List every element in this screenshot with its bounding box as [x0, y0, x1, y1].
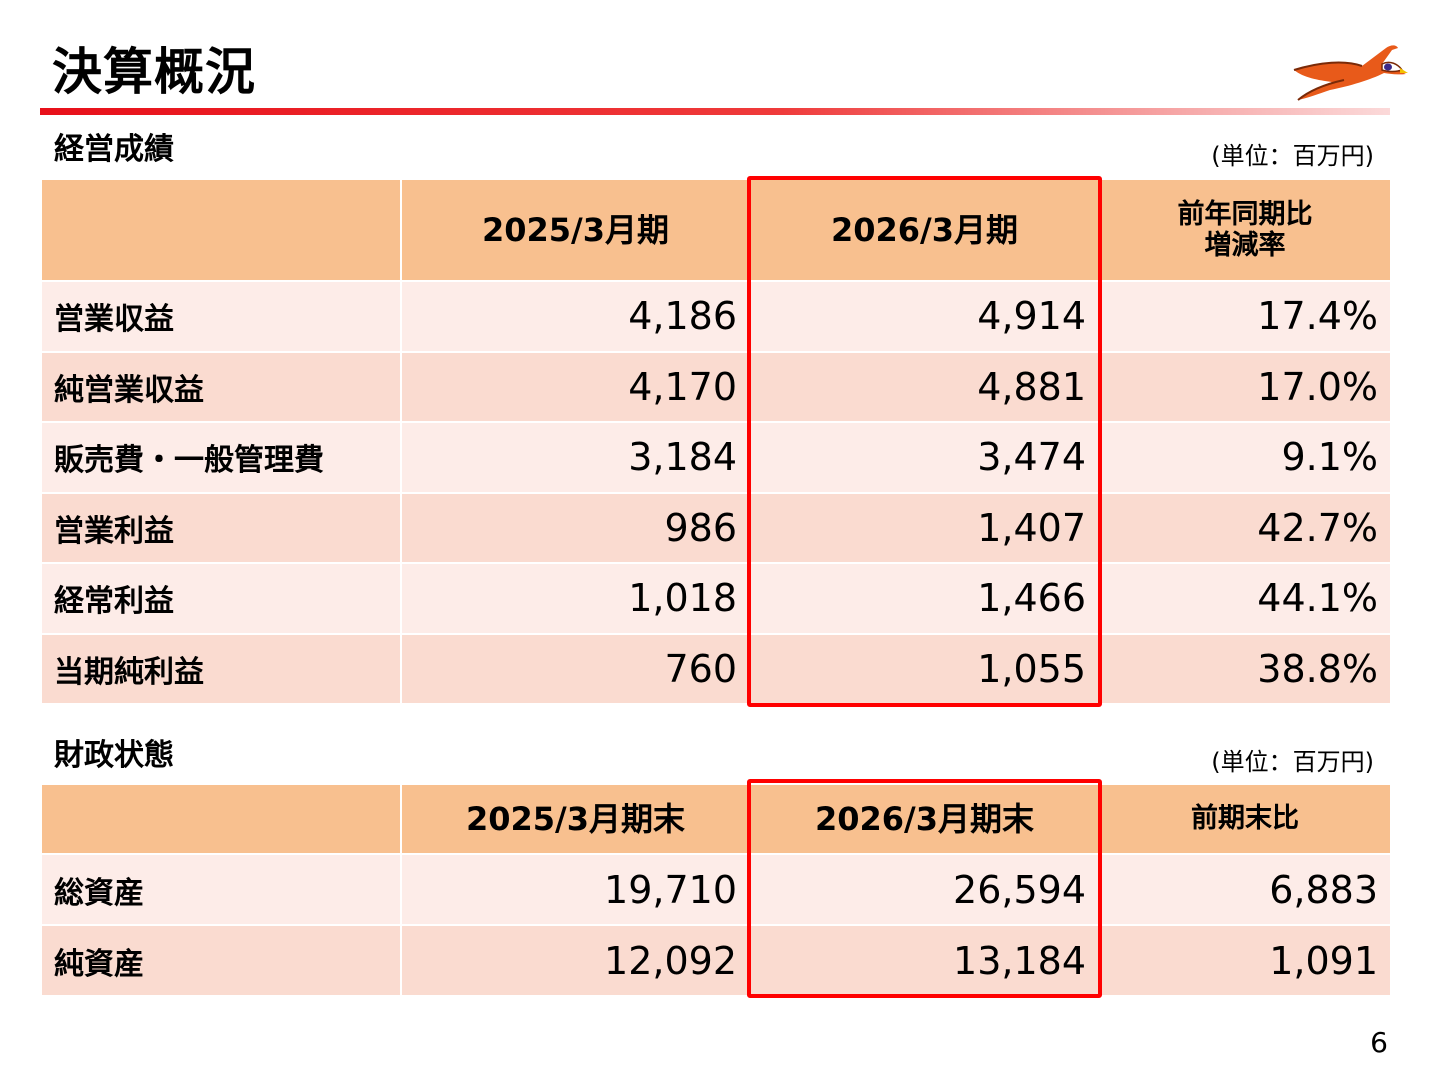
value-2025: 4,186 — [400, 280, 751, 353]
value-change: 1,091 — [1098, 924, 1392, 997]
header-2025: 2025/3月期 — [400, 178, 751, 282]
row-label: 販売費・一般管理費 — [40, 421, 402, 494]
value-change: 9.1% — [1098, 421, 1392, 494]
table-row: 当期純利益 760 1,055 38.8% — [40, 632, 1392, 705]
value-2026: 3,474 — [749, 421, 1100, 494]
row-label: 総資産 — [40, 853, 402, 926]
table-row: 営業収益 4,186 4,914 17.4% — [40, 280, 1392, 353]
performance-unit: (単位：百万円) — [1211, 142, 1374, 170]
value-2025: 1,018 — [400, 562, 751, 635]
performance-table: 2025/3月期 2026/3月期 前年同期比 増減率 営業収益 4,186 4… — [40, 178, 1392, 705]
value-change: 17.0% — [1098, 350, 1392, 423]
value-2026: 4,881 — [749, 350, 1100, 423]
table-row: 営業利益 986 1,407 42.7% — [40, 491, 1392, 564]
value-change: 38.8% — [1098, 632, 1392, 705]
value-2025: 3,184 — [400, 421, 751, 494]
table-header-row: 2025/3月期末 2026/3月期末 前期末比 — [40, 783, 1392, 855]
value-2025: 4,170 — [400, 350, 751, 423]
value-change: 17.4% — [1098, 280, 1392, 353]
header-2026: 2026/3月期 — [749, 178, 1100, 282]
value-2026: 4,914 — [749, 280, 1100, 353]
row-label: 営業利益 — [40, 491, 402, 564]
value-2026: 26,594 — [749, 853, 1100, 926]
header-change-line1: 前年同期比 — [1177, 198, 1313, 230]
title-divider — [40, 108, 1390, 115]
page-number: 6 — [1370, 1026, 1388, 1059]
header-blank — [40, 783, 402, 855]
table-row: 総資産 19,710 26,594 6,883 — [40, 853, 1392, 926]
row-label: 営業収益 — [40, 280, 402, 353]
financial-table: 2025/3月期末 2026/3月期末 前期末比 総資産 19,710 26,5… — [40, 783, 1392, 997]
value-change: 42.7% — [1098, 491, 1392, 564]
row-label: 経常利益 — [40, 562, 402, 635]
value-2026: 1,407 — [749, 491, 1100, 564]
page-title: 決算概況 — [52, 43, 256, 101]
table-header-row: 2025/3月期 2026/3月期 前年同期比 増減率 — [40, 178, 1392, 282]
header-change: 前期末比 — [1098, 783, 1392, 855]
table-row: 販売費・一般管理費 3,184 3,474 9.1% — [40, 421, 1392, 494]
row-label: 当期純利益 — [40, 632, 402, 705]
header-blank — [40, 178, 402, 282]
value-change: 6,883 — [1098, 853, 1392, 926]
value-2025: 986 — [400, 491, 751, 564]
header-2025: 2025/3月期末 — [400, 783, 751, 855]
row-label: 純営業収益 — [40, 350, 402, 423]
table-row: 経常利益 1,018 1,466 44.1% — [40, 562, 1392, 635]
value-2026: 1,055 — [749, 632, 1100, 705]
value-change: 44.1% — [1098, 562, 1392, 635]
table-row: 純営業収益 4,170 4,881 17.0% — [40, 350, 1392, 423]
header-change: 前年同期比 増減率 — [1098, 178, 1392, 282]
row-label: 純資産 — [40, 924, 402, 997]
financial-unit: (単位：百万円) — [1211, 748, 1374, 776]
header-2026: 2026/3月期末 — [749, 783, 1100, 855]
header-change-line2: 増減率 — [1204, 230, 1286, 261]
financial-heading: 財政状態 — [54, 738, 174, 773]
value-2026: 13,184 — [749, 924, 1100, 997]
value-2025: 19,710 — [400, 853, 751, 926]
value-2025: 12,092 — [400, 924, 751, 997]
bird-logo-icon — [1293, 45, 1408, 101]
value-2026: 1,466 — [749, 562, 1100, 635]
value-2025: 760 — [400, 632, 751, 705]
performance-heading: 経営成績 — [54, 132, 174, 167]
table-row: 純資産 12,092 13,184 1,091 — [40, 924, 1392, 997]
